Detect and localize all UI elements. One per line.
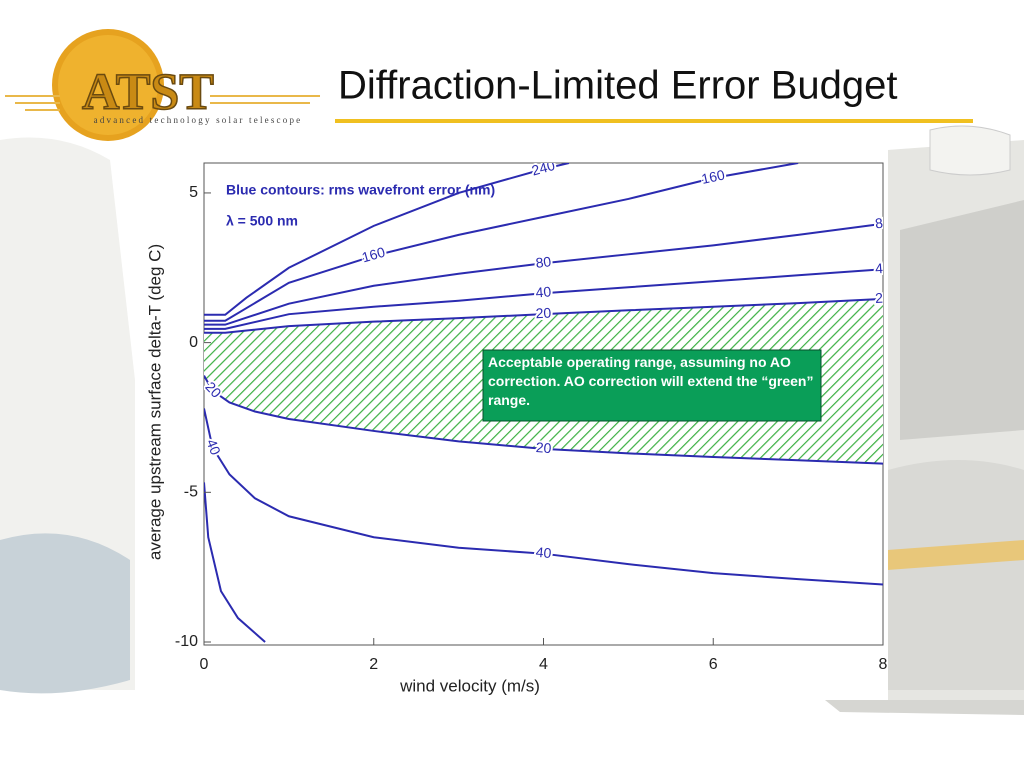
annotation: Blue contours: rms wavefront error (nm)	[226, 182, 495, 198]
x-tick-label: 4	[539, 656, 548, 673]
y-tick-label: -5	[184, 484, 198, 501]
x-tick-label: 0	[200, 656, 209, 673]
contour-label: 40	[535, 544, 552, 561]
slide-title: Diffraction-Limited Error Budget	[338, 64, 898, 108]
contour-line	[204, 268, 883, 330]
background-art	[0, 125, 1024, 715]
y-axis-label: average upstream surface delta-T (deg C)	[145, 244, 164, 560]
annotation: λ = 500 nm	[226, 213, 298, 229]
contour-line	[204, 375, 883, 465]
title-underline	[335, 119, 973, 123]
contour-label: 80	[535, 253, 553, 271]
annotation: Acceptable operating range, assuming no …	[488, 354, 814, 408]
x-tick-label: 2	[369, 656, 378, 673]
contour-line	[204, 222, 883, 326]
contour-line	[204, 408, 883, 586]
x-axis-label: wind velocity (m/s)	[399, 676, 540, 695]
contour-line	[204, 163, 799, 322]
contour-line	[204, 163, 570, 316]
x-tick-label: 8	[879, 656, 888, 673]
axes: 0 2 4 6 8 5 0 -5 -10	[175, 184, 888, 673]
contour-line	[204, 482, 266, 643]
logo-text: ATST	[82, 64, 214, 121]
y-tick-label: 5	[189, 184, 198, 201]
contour-label: 20	[535, 439, 552, 456]
annotation-box-text: Acceptable operating range, assuming no …	[488, 354, 814, 408]
logo-subtitle: advanced technology solar telescope	[94, 115, 303, 125]
contour-line	[204, 297, 883, 334]
logo: ATST advanced technology solar telescope	[5, 29, 320, 141]
contour-label: 80	[874, 214, 892, 232]
contour-label: 20	[875, 289, 892, 306]
y-tick-label: 0	[189, 334, 198, 351]
contour-label: 20	[535, 305, 552, 322]
contour-label: 40	[875, 259, 892, 276]
annotation-box	[482, 349, 822, 422]
y-tick-label: -10	[175, 633, 198, 650]
x-tick-label: 6	[709, 656, 718, 673]
contour-label: 40	[535, 283, 552, 300]
